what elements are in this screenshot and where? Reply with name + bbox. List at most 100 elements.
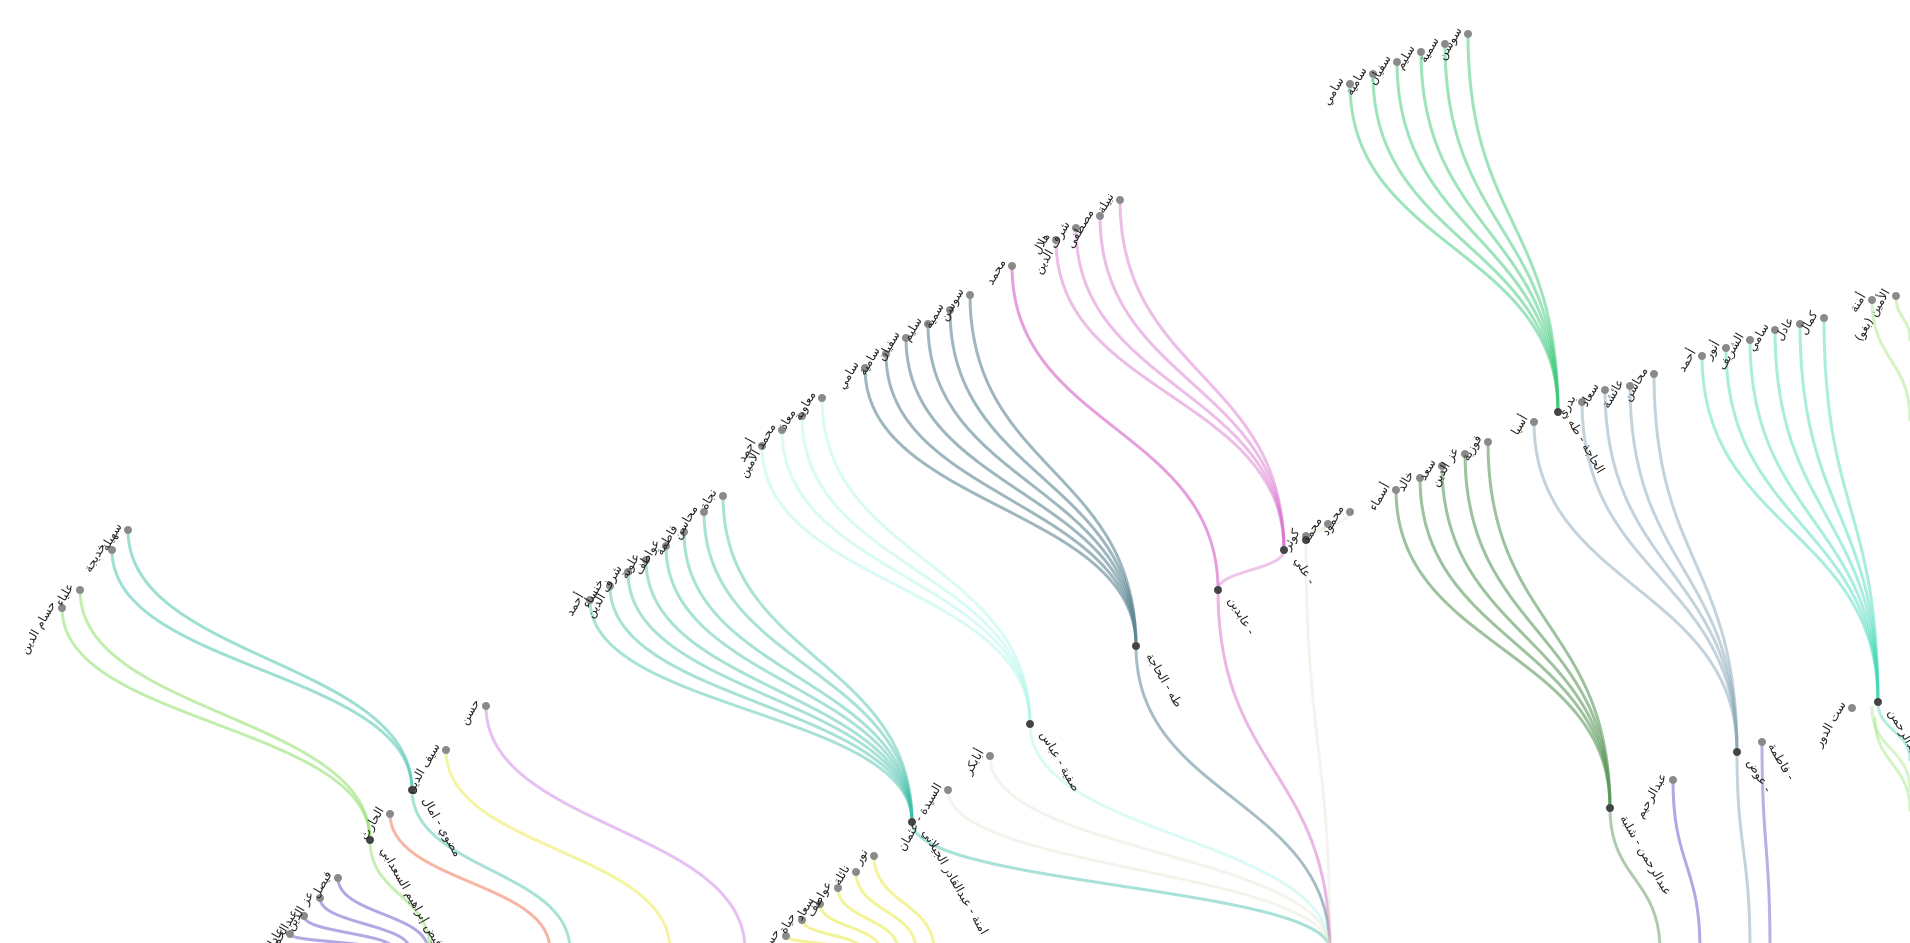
node-r6[interactable] — [1820, 314, 1828, 322]
hub-c10[interactable] — [908, 818, 916, 826]
node-t2[interactable] — [1072, 224, 1080, 232]
edge-c6 — [1652, 372, 1739, 754]
label-q3: سعاد — [1577, 381, 1602, 410]
node-g2[interactable] — [882, 350, 890, 358]
node-extra-8[interactable] — [1868, 296, 1876, 304]
node-r2[interactable] — [1722, 344, 1730, 352]
node-k2[interactable] — [1324, 520, 1332, 528]
node-q5[interactable] — [1650, 370, 1658, 378]
hub-c2[interactable] — [1132, 642, 1140, 650]
node-t1[interactable] — [1052, 236, 1060, 244]
node-a3[interactable] — [624, 568, 632, 576]
node-q4[interactable] — [1626, 382, 1634, 390]
hub-cl2[interactable] — [366, 836, 374, 844]
label-g3: سفيان — [874, 329, 902, 364]
node-f1[interactable] — [1392, 486, 1400, 494]
edge-c10 — [608, 584, 914, 824]
hub-c11[interactable] — [1026, 720, 1034, 728]
hub-c6[interactable] — [1733, 748, 1741, 756]
node-extra-6[interactable] — [1758, 738, 1766, 746]
node-g3[interactable] — [902, 334, 910, 342]
node-a4[interactable] — [642, 556, 650, 564]
node-s4[interactable] — [1417, 48, 1425, 56]
node-q1[interactable] — [1530, 418, 1538, 426]
edge-seif — [444, 748, 671, 943]
node-mohamed[interactable] — [1008, 262, 1016, 270]
node-g4[interactable] — [924, 320, 932, 328]
node-k3[interactable] — [1346, 508, 1354, 516]
node-s5[interactable] — [1441, 40, 1449, 48]
node-a2[interactable] — [606, 582, 614, 590]
node-r4[interactable] — [1771, 326, 1779, 334]
node-a1[interactable] — [586, 596, 594, 604]
edge-c1 — [1348, 82, 1560, 414]
node-m1[interactable] — [758, 442, 766, 450]
node-g1[interactable] — [861, 364, 869, 372]
node-g5[interactable] — [946, 306, 954, 314]
node-extra-19[interactable] — [782, 932, 790, 940]
node-extra-16[interactable] — [834, 884, 842, 892]
node-m3[interactable] — [798, 412, 806, 420]
hub-c7[interactable] — [1874, 698, 1882, 706]
node-m4[interactable] — [818, 394, 826, 402]
node-extra-12[interactable] — [300, 912, 308, 920]
node-extra-9[interactable] — [1892, 292, 1900, 300]
node-f4[interactable] — [1461, 450, 1469, 458]
node-r1[interactable] — [1698, 352, 1706, 360]
trunk-abu-bakr — [988, 754, 1331, 943]
hub-c4[interactable] — [1302, 536, 1310, 544]
node-extra-2[interactable] — [386, 810, 394, 818]
node-s6[interactable] — [1464, 30, 1472, 38]
hub-c3a[interactable] — [1280, 546, 1288, 554]
edge-c7 — [1822, 316, 1880, 704]
node-extra-13[interactable] — [286, 930, 294, 938]
node-extra-17[interactable] — [816, 900, 824, 908]
node-g6[interactable] — [966, 291, 974, 299]
edge-c7 — [1700, 354, 1880, 704]
node-extra-4[interactable] — [986, 752, 994, 760]
node-l4[interactable] — [124, 526, 132, 534]
node-s2[interactable] — [1369, 70, 1377, 78]
node-extra-1[interactable] — [442, 746, 450, 754]
node-extra-18[interactable] — [798, 916, 806, 924]
node-m2[interactable] — [778, 426, 786, 434]
node-l3[interactable] — [108, 546, 116, 554]
node-extra-0[interactable] — [482, 702, 490, 710]
node-extra-11[interactable] — [316, 894, 324, 902]
label-l2: علياء — [52, 581, 76, 609]
label-hub-c10: امنة - عبدالقادر الجيلاني — [919, 827, 992, 938]
trunk-c10 — [910, 820, 1330, 943]
node-l2[interactable] — [76, 586, 84, 594]
hub-c3b[interactable] — [1214, 586, 1222, 594]
hub-c5[interactable] — [1606, 804, 1614, 812]
node-a5[interactable] — [662, 542, 670, 550]
edge-p1 — [1870, 298, 1910, 422]
label-l1: حسام الدين — [17, 599, 59, 657]
label-r5: عادل — [1772, 315, 1797, 344]
node-extra-5[interactable] — [1669, 776, 1677, 784]
node-extra-7[interactable] — [1848, 704, 1856, 712]
node-r3[interactable] — [1746, 336, 1754, 344]
node-q3[interactable] — [1601, 386, 1609, 394]
node-a7[interactable] — [700, 508, 708, 516]
node-r5[interactable] — [1796, 320, 1804, 328]
hub-c1[interactable] — [1554, 408, 1562, 416]
node-extra-10[interactable] — [334, 874, 342, 882]
node-a8[interactable] — [719, 492, 727, 500]
node-l1[interactable] — [58, 604, 66, 612]
node-f5[interactable] — [1484, 438, 1492, 446]
node-extra-3[interactable] — [944, 786, 952, 794]
node-q2[interactable] — [1578, 398, 1586, 406]
node-extra-14[interactable] — [870, 852, 878, 860]
node-s1[interactable] — [1346, 80, 1354, 88]
node-f3[interactable] — [1438, 462, 1446, 470]
node-f2[interactable] — [1416, 474, 1424, 482]
node-extra-15[interactable] — [852, 868, 860, 876]
node-s3[interactable] — [1393, 58, 1401, 66]
node-t3[interactable] — [1096, 212, 1104, 220]
node-a6[interactable] — [680, 528, 688, 536]
edge-c5 — [1394, 488, 1612, 810]
hub-cl1[interactable] — [408, 786, 416, 794]
node-t4[interactable] — [1116, 196, 1124, 204]
